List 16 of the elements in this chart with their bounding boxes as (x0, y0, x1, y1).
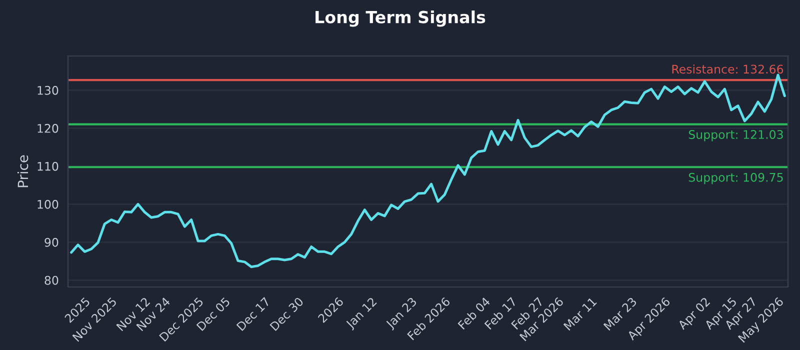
line-series (70, 74, 786, 268)
ref-line-label: Resistance: 132.66 (672, 64, 784, 74)
x-tick-label: Dec 17 (236, 297, 270, 332)
y-tick-label: 90 (44, 238, 58, 247)
y-tick-label: 80 (44, 276, 58, 285)
ref-line-label: Support: 121.03 (688, 130, 783, 142)
ref-line-label: Support: 109.75 (688, 172, 783, 184)
x-tick-label: Dec 30 (270, 296, 304, 332)
y-tick-label: 110 (38, 162, 58, 171)
y-axis-title: Price (17, 155, 28, 188)
x-tick-label: Jan 12 (344, 297, 379, 331)
chart-title: Long Term Signals (316, 10, 486, 27)
y-tick-label: 130 (38, 86, 58, 95)
y-tick-label: 120 (38, 124, 58, 133)
x-tick-label: Mar 11 (563, 297, 598, 331)
y-tick-label: 100 (38, 200, 58, 209)
